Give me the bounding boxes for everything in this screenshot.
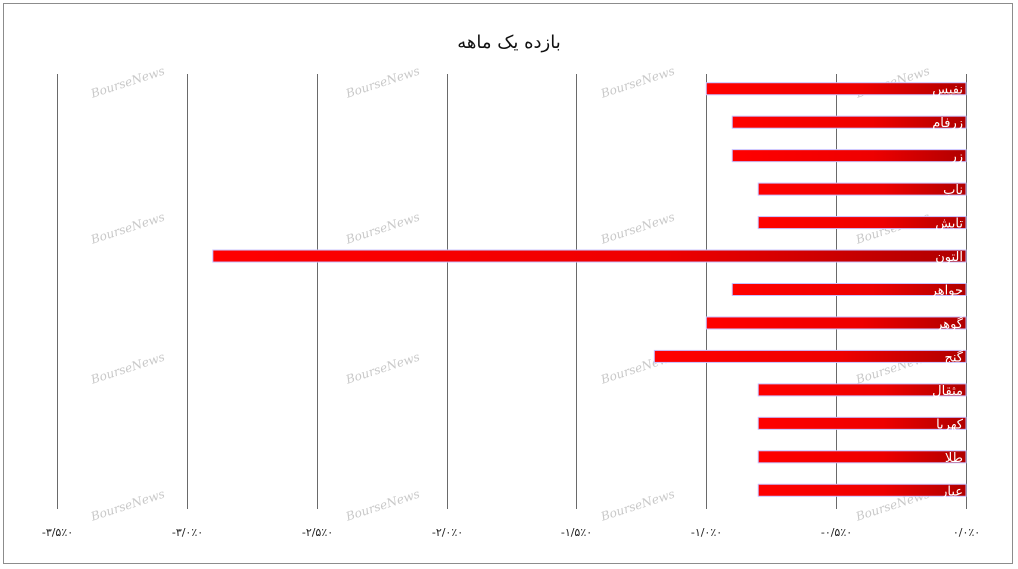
bar bbox=[757, 182, 967, 196]
category-label: ناب bbox=[943, 183, 963, 198]
bar bbox=[212, 249, 967, 263]
x-tick-label: -۲/۰٪۰ bbox=[432, 526, 463, 539]
watermark-text: BourseNews bbox=[88, 64, 166, 101]
category-label: تابش bbox=[935, 217, 963, 232]
watermark-text: BourseNews bbox=[343, 210, 421, 247]
watermark-text: BourseNews bbox=[88, 350, 166, 387]
category-label: التون bbox=[935, 250, 963, 265]
bar bbox=[757, 450, 967, 464]
watermark-text: BourseNews bbox=[598, 487, 676, 524]
x-tick-label: -۱/۵٪۰ bbox=[561, 526, 592, 539]
grid-lines bbox=[57, 74, 967, 509]
chart-canvas: BourseNews BourseNews BourseNews BourseNews… bbox=[42, 32, 980, 539]
x-tick-label: -۳/۰٪۰ bbox=[172, 526, 203, 539]
x-tick-label: ۰/۰٪۰ bbox=[953, 526, 980, 539]
category-label: عیار bbox=[940, 484, 963, 499]
watermark-text: BourseNews bbox=[598, 64, 676, 101]
bar bbox=[757, 383, 967, 397]
category-label: گنج bbox=[944, 349, 963, 365]
category-label: کهربا bbox=[936, 417, 964, 432]
watermark-text: BourseNews bbox=[88, 487, 166, 524]
bar bbox=[757, 416, 967, 430]
x-tick-label: -۰/۵٪۰ bbox=[821, 526, 852, 539]
watermark-text: BourseNews bbox=[88, 210, 166, 247]
bar bbox=[731, 115, 967, 129]
chart-frame: BourseNews BourseNews BourseNews BourseNews… bbox=[3, 3, 1013, 564]
bar bbox=[757, 216, 967, 230]
category-label: زرفام bbox=[932, 116, 963, 131]
category-label: نفیس bbox=[932, 83, 963, 98]
bar bbox=[757, 483, 967, 497]
x-tick-label: -۱/۰٪۰ bbox=[691, 526, 722, 539]
x-axis-ticks: -۳/۵٪۰ -۳/۰٪۰ -۲/۵٪۰ -۲/۰٪۰ -۱/۵٪۰ -۱/۰٪۰ -۰/۵… bbox=[42, 526, 980, 539]
x-tick-label: -۳/۵٪۰ bbox=[42, 526, 73, 539]
bar bbox=[731, 283, 967, 296]
category-labels: نفیس زرفام زر ناب تابش التون جواهر گوهر گنج مثقال… bbox=[930, 83, 964, 500]
x-tick-label: -۲/۵٪۰ bbox=[302, 526, 333, 539]
bar bbox=[731, 149, 967, 163]
bar bbox=[705, 316, 967, 330]
bar bbox=[653, 349, 967, 363]
category-label: مثقال bbox=[932, 384, 963, 399]
watermark-text: BourseNews bbox=[343, 64, 421, 101]
bars-layer bbox=[212, 82, 967, 497]
bar bbox=[705, 82, 967, 96]
category-label: گوهر bbox=[935, 316, 964, 332]
watermark-text: BourseNews bbox=[598, 210, 676, 247]
category-label: زر bbox=[949, 150, 963, 165]
chart-title: بازده یک ماهه bbox=[457, 32, 560, 53]
watermark-text: BourseNews bbox=[343, 350, 421, 387]
watermark-text: BourseNews bbox=[343, 487, 421, 524]
category-label: جواهر bbox=[930, 284, 963, 299]
category-label: طلا bbox=[945, 451, 963, 466]
